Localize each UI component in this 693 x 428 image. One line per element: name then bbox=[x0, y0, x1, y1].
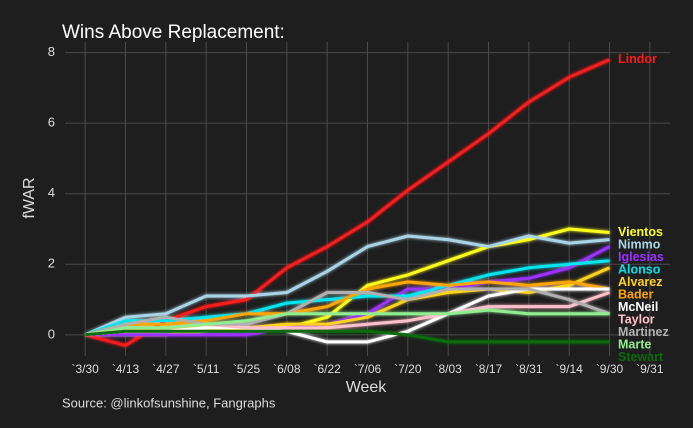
y-tick-label: 8 bbox=[48, 44, 55, 59]
x-tick-label: `5/11 bbox=[193, 362, 220, 376]
series-line bbox=[84, 287, 610, 337]
legend-label: Iglesias bbox=[618, 250, 664, 264]
x-tick-label: `7/20 bbox=[394, 362, 422, 376]
x-tick-label: `6/22 bbox=[313, 362, 341, 376]
legend-label: McNeil bbox=[618, 300, 658, 314]
legend-label: Lindor bbox=[618, 52, 657, 66]
legend-label: Martinez bbox=[618, 325, 669, 339]
x-tick-label: `8/31 bbox=[515, 362, 543, 376]
x-tick-label: `4/27 bbox=[152, 362, 180, 376]
legend-label: Nimmo bbox=[618, 237, 661, 251]
y-tick-label: 4 bbox=[48, 185, 55, 200]
series-line bbox=[84, 308, 610, 337]
x-tick-label: `3/30 bbox=[71, 362, 99, 376]
x-axis-label: Week bbox=[346, 379, 388, 396]
source-note: Source: @linkofsunshine, Fangraphs bbox=[62, 395, 276, 410]
x-tick-label: `5/25 bbox=[233, 362, 261, 376]
x-tick-label: `6/08 bbox=[273, 362, 301, 376]
series-line bbox=[84, 280, 610, 337]
lines bbox=[84, 58, 611, 347]
series-line bbox=[85, 245, 611, 337]
chart-title: Wins Above Replacement: bbox=[62, 22, 285, 43]
x-tick-label: `9/30 bbox=[596, 362, 624, 376]
series-line bbox=[84, 234, 610, 337]
legend-label: Marte bbox=[618, 337, 651, 351]
legend-label: Vientos bbox=[618, 225, 663, 239]
y-axis-label: fWAR bbox=[21, 177, 38, 218]
x-tick-label: `9/14 bbox=[555, 362, 583, 376]
y-tick-label: 2 bbox=[48, 256, 55, 271]
y-tick-label: 6 bbox=[48, 115, 55, 130]
legend-label: Stewart bbox=[618, 350, 664, 364]
y-tick-label: 0 bbox=[48, 326, 55, 341]
x-tick-label: `9/31 bbox=[636, 362, 664, 376]
x-tick-label: `8/03 bbox=[434, 362, 462, 376]
legend-label: Alonso bbox=[618, 262, 661, 276]
legend-label: Bader bbox=[618, 287, 654, 301]
x-tick-label: `8/17 bbox=[475, 362, 503, 376]
series-line bbox=[85, 329, 610, 344]
legend-label: Alvarez bbox=[618, 275, 662, 289]
legend-label: Taylor bbox=[618, 312, 655, 326]
x-tick-label: `7/06 bbox=[354, 362, 382, 376]
x-tick-label: `4/13 bbox=[112, 362, 140, 376]
